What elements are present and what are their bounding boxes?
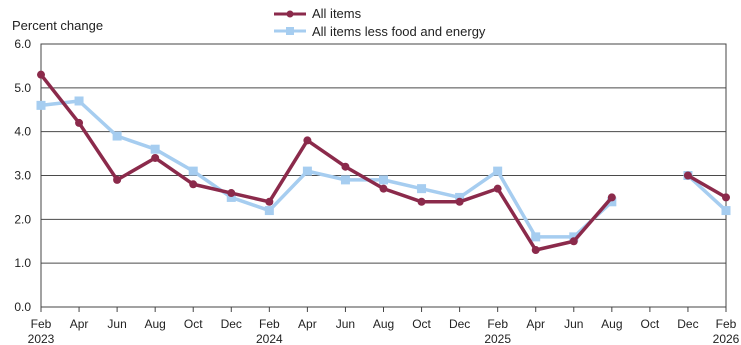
data-point-core <box>607 197 617 207</box>
y-tick-label: 1.0 <box>14 256 31 270</box>
data-point-all-items <box>455 197 464 206</box>
x-tick-label: Feb <box>259 317 280 331</box>
series-line-all-items <box>39 72 614 252</box>
x-tick-label: Feb <box>31 317 52 331</box>
x-tick-label: Aug <box>373 317 394 331</box>
data-point-core <box>226 192 236 202</box>
data-point-all-items <box>303 136 312 145</box>
x-tick-label: Dec <box>449 317 470 331</box>
x-year-label: 2026 <box>713 332 740 345</box>
legend-label-all-items: All items <box>312 6 362 21</box>
x-tick-label: Apr <box>70 317 89 331</box>
legend-item-core: All items less food and energy <box>274 24 486 39</box>
x-tick-label: Jun <box>564 317 583 331</box>
series-line-all-items <box>686 173 728 200</box>
data-point-all-items <box>379 184 388 193</box>
y-tick-label: 0.0 <box>14 300 31 314</box>
data-point-core <box>302 166 312 176</box>
data-point-all-items <box>341 162 350 171</box>
x-tick-label: Jun <box>336 317 355 331</box>
x-year-label: 2023 <box>28 332 55 345</box>
y-axis-label: Percent change <box>12 18 103 33</box>
data-point-all-items <box>722 193 730 202</box>
x-tick-label: Jun <box>107 317 126 331</box>
data-point-core <box>531 232 541 242</box>
data-point-core <box>340 175 350 185</box>
y-tick-label: 5.0 <box>14 81 31 95</box>
x-tick-label: Aug <box>144 317 165 331</box>
data-point-core <box>36 100 46 110</box>
series-line-core <box>39 99 614 239</box>
y-tick-label: 3.0 <box>14 169 31 183</box>
x-year-label: 2024 <box>256 332 283 345</box>
y-tick-label: 4.0 <box>14 125 31 139</box>
data-point-all-items <box>417 197 426 206</box>
data-point-all-items <box>683 171 692 180</box>
x-tick-label: Feb <box>487 317 508 331</box>
data-point-all-items <box>569 237 578 246</box>
data-point-all-items <box>37 70 45 79</box>
data-point-all-items <box>531 246 540 255</box>
data-point-all-items <box>607 193 616 202</box>
data-point-core <box>721 206 731 216</box>
data-point-core <box>74 96 84 106</box>
x-tick-label: Feb <box>716 317 737 331</box>
x-tick-label: Apr <box>526 317 545 331</box>
data-point-core <box>379 175 388 185</box>
x-tick-label: Aug <box>601 317 622 331</box>
y-tick-label: 6.0 <box>14 37 31 51</box>
data-point-core <box>455 192 465 202</box>
x-tick-label: Oct <box>641 317 660 331</box>
x-tick-label: Oct <box>184 317 203 331</box>
data-point-all-items <box>493 184 502 193</box>
data-point-all-items <box>265 197 274 206</box>
data-point-core <box>569 232 579 242</box>
series-line-core <box>686 173 728 213</box>
data-point-all-items <box>227 189 236 198</box>
x-tick-label: Apr <box>298 317 317 331</box>
data-point-all-items <box>75 118 84 127</box>
data-point-core <box>188 166 198 176</box>
data-point-core <box>112 131 122 141</box>
x-tick-label: Oct <box>412 317 431 331</box>
data-point-all-items <box>189 180 198 189</box>
y-tick-label: 2.0 <box>14 212 31 226</box>
x-year-label: 2025 <box>484 332 511 345</box>
legend-label-core: All items less food and energy <box>312 24 486 39</box>
data-point-all-items <box>113 175 122 184</box>
data-point-core <box>264 206 274 216</box>
x-tick-label: Dec <box>677 317 698 331</box>
x-tick-label: Dec <box>221 317 242 331</box>
data-point-core <box>493 166 503 176</box>
data-point-core <box>417 184 427 194</box>
legend-item-all-items: All items <box>274 6 362 21</box>
legend: All items All items less food and energy <box>274 6 486 39</box>
data-point-all-items <box>151 153 160 162</box>
y-axis-ticks: 0.0 1.0 2.0 3.0 4.0 5.0 6.0 <box>14 37 31 314</box>
data-point-core <box>150 144 160 154</box>
series-lines <box>36 70 731 255</box>
